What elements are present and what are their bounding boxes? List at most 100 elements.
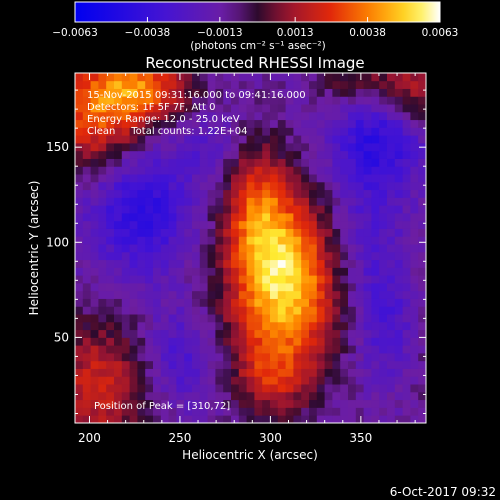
heatmap-cell (332, 111, 341, 121)
heatmap-cell (168, 391, 177, 401)
heatmap-cell (160, 275, 169, 284)
heatmap-cell (340, 166, 349, 175)
heatmap-cell (199, 399, 208, 408)
heatmap-cell (277, 259, 286, 268)
heatmap-cell (394, 236, 403, 245)
heatmap-cell (332, 251, 341, 261)
heatmap-cell (348, 275, 357, 284)
heatmap-cell (371, 275, 380, 284)
heatmap-cell (363, 251, 372, 261)
heatmap-cell (168, 251, 177, 261)
heatmap-cell (301, 104, 310, 113)
heatmap-cell (285, 306, 294, 315)
heatmap-cell (387, 407, 396, 416)
heatmap-cell (332, 88, 341, 97)
heatmap-cell (121, 283, 130, 292)
heatmap-cell (410, 399, 419, 408)
heatmap-cell (176, 135, 185, 144)
heatmap-cell (223, 251, 232, 261)
heatmap-cell (114, 220, 123, 229)
heatmap-cell (238, 259, 247, 268)
heatmap-cell (340, 337, 349, 346)
heatmap-cell (121, 290, 130, 299)
heatmap-cell (121, 267, 130, 276)
heatmap-cell (363, 119, 372, 128)
heatmap-cell (371, 259, 380, 268)
colorbar-tick-label: 0.0038 (349, 27, 386, 39)
heatmap-cell (262, 158, 271, 167)
heatmap-cell (277, 368, 286, 377)
heatmap-cell (106, 220, 115, 229)
heatmap-cell (270, 205, 279, 214)
heatmap-cell (82, 174, 91, 183)
heatmap-cell (75, 111, 84, 121)
heatmap-cell (270, 96, 279, 105)
heatmap-cell (231, 104, 240, 113)
heatmap-cell (199, 236, 208, 245)
heatmap-cell (355, 119, 364, 128)
heatmap-cell (199, 174, 208, 183)
heatmap-cell (301, 298, 310, 307)
heatmap-cell (371, 298, 380, 307)
heatmap-cell (277, 267, 286, 276)
heatmap-cell (106, 158, 115, 167)
heatmap-cell (363, 158, 372, 167)
heatmap-cell (114, 119, 123, 128)
heatmap-cell (184, 127, 193, 136)
heatmap-cell (262, 111, 271, 121)
heatmap-cell (215, 360, 224, 369)
heatmap-cell (348, 314, 357, 323)
heatmap-cell (145, 376, 154, 385)
heatmap-cell (90, 290, 99, 299)
heatmap-cell (418, 150, 426, 159)
heatmap-cell (106, 337, 115, 346)
heatmap-cell (246, 119, 255, 128)
heatmap-cell (129, 236, 138, 245)
heatmap-cell (410, 244, 419, 253)
heatmap-cell (106, 213, 115, 222)
heatmap-cell (176, 197, 185, 206)
heatmap-cell (277, 360, 286, 369)
heatmap-cell (270, 399, 279, 408)
heatmap-cell (137, 329, 146, 338)
heatmap-cell (121, 353, 130, 362)
heatmap-cell (160, 329, 169, 338)
heatmap-cell (324, 368, 333, 377)
heatmap-cell (363, 353, 372, 362)
heatmap-cell (402, 353, 411, 362)
heatmap-cell (168, 321, 177, 331)
heatmap-cell (387, 143, 396, 152)
heatmap-cell (153, 244, 162, 253)
heatmap-cell (231, 213, 240, 222)
heatmap-cell (363, 298, 372, 307)
heatmap-cell (160, 73, 169, 82)
heatmap-cell (410, 376, 419, 385)
heatmap-cell (129, 158, 138, 167)
heatmap-cell (332, 391, 341, 401)
heatmap-cell (379, 96, 388, 105)
heatmap-cell (387, 189, 396, 198)
heatmap-cell (114, 143, 123, 152)
heatmap-cell (238, 220, 247, 229)
heatmap-cell (262, 104, 271, 113)
heatmap-cell (262, 321, 271, 331)
heatmap-cell (145, 345, 154, 354)
heatmap-cell (82, 96, 91, 105)
heatmap-cell (254, 353, 263, 362)
heatmap-cell (316, 337, 325, 346)
heatmap-cell (168, 283, 177, 292)
heatmap-cell (293, 275, 302, 284)
heatmap-cell (363, 205, 372, 214)
heatmap-cell (285, 181, 294, 191)
heatmap-cell (316, 259, 325, 268)
heatmap-cell (387, 135, 396, 144)
heatmap-cell (192, 73, 201, 82)
heatmap-cell (355, 127, 364, 136)
heatmap-cell (75, 368, 84, 377)
heatmap-cell (137, 119, 146, 128)
heatmap-cell (410, 353, 419, 362)
heatmap-cell (254, 399, 263, 408)
heatmap-cell (231, 96, 240, 105)
heatmap-cell (215, 166, 224, 175)
heatmap-cell (379, 376, 388, 385)
